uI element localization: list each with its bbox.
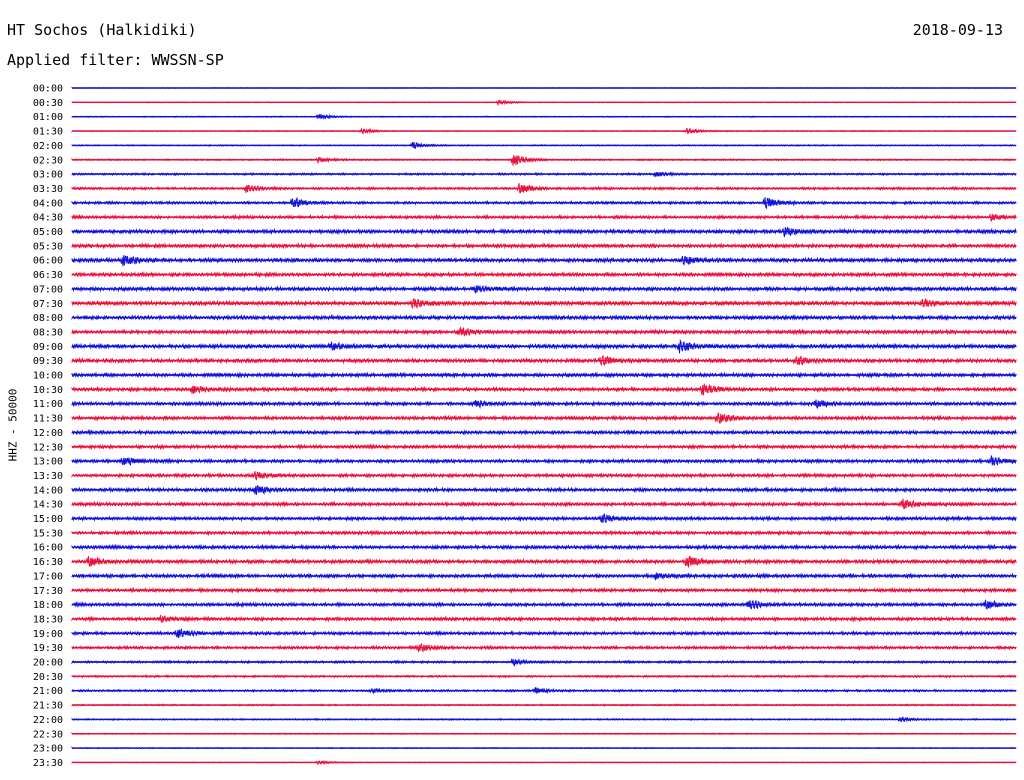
tick-label: 06:30 bbox=[33, 270, 63, 281]
tick-label: 21:00 bbox=[33, 686, 63, 697]
tick-label: 16:30 bbox=[33, 557, 63, 568]
tick-label: 19:30 bbox=[33, 643, 63, 654]
tick-label: 17:00 bbox=[33, 571, 63, 582]
tick-label: 00:30 bbox=[33, 98, 63, 109]
tick-label: 07:30 bbox=[33, 299, 63, 310]
tick-label: 00:00 bbox=[33, 84, 63, 95]
tick-label: 15:30 bbox=[33, 528, 63, 539]
tick-label: 09:30 bbox=[33, 356, 63, 367]
tick-label: 11:00 bbox=[33, 399, 63, 410]
tick-label: 12:00 bbox=[33, 428, 63, 439]
tick-label: 14:00 bbox=[33, 485, 63, 496]
trace-0800 bbox=[71, 313, 1017, 322]
trace-0430 bbox=[71, 213, 1017, 222]
tick-label: 11:30 bbox=[33, 414, 63, 425]
tick-label: 10:30 bbox=[33, 385, 63, 396]
tick-label: 05:00 bbox=[33, 227, 63, 238]
trace-0900 bbox=[71, 338, 1017, 354]
tick-label: 05:30 bbox=[33, 241, 63, 252]
tick-label: 14:30 bbox=[33, 500, 63, 511]
trace-1430 bbox=[71, 498, 1017, 510]
trace-1600 bbox=[71, 543, 1017, 551]
tick-label: 23:00 bbox=[33, 744, 63, 755]
tick-label: 01:00 bbox=[33, 112, 63, 123]
tick-label: 13:30 bbox=[33, 471, 63, 482]
tick-label: 01:30 bbox=[33, 127, 63, 138]
tick-label: 18:00 bbox=[33, 600, 63, 611]
trace-1930 bbox=[71, 642, 1017, 653]
tick-label: 22:00 bbox=[33, 715, 63, 726]
trace-0730 bbox=[71, 297, 1017, 310]
tick-label: 04:00 bbox=[33, 198, 63, 209]
tick-label: 18:30 bbox=[33, 614, 63, 625]
tick-label: 16:00 bbox=[33, 543, 63, 554]
tick-label: 20:30 bbox=[33, 672, 63, 683]
station-title: HT Sochos (Halkidiki) bbox=[7, 21, 197, 39]
tick-label: 17:30 bbox=[33, 586, 63, 597]
tick-label: 03:30 bbox=[33, 184, 63, 195]
trace-1900 bbox=[71, 627, 1017, 638]
tick-label: 02:00 bbox=[33, 141, 63, 152]
filter-label: Applied filter: WWSSN-SP bbox=[7, 51, 224, 69]
tick-label: 04:30 bbox=[33, 213, 63, 224]
tick-label: 23:30 bbox=[33, 758, 63, 769]
tick-label: 10:00 bbox=[33, 371, 63, 382]
tick-label: 02:30 bbox=[33, 155, 63, 166]
tick-label: 08:30 bbox=[33, 327, 63, 338]
record-date: 2018-09-13 bbox=[912, 21, 1003, 39]
trace-0600 bbox=[71, 255, 1017, 267]
tick-label: 19:00 bbox=[33, 629, 63, 640]
tick-label: 07:00 bbox=[33, 284, 63, 295]
tick-label: 09:00 bbox=[33, 342, 63, 353]
tick-label: 06:00 bbox=[33, 256, 63, 267]
tick-label: 21:30 bbox=[33, 701, 63, 712]
tick-label: 08:00 bbox=[33, 313, 63, 324]
tick-label: 13:00 bbox=[33, 457, 63, 468]
tick-label: 12:30 bbox=[33, 442, 63, 453]
tick-label: 15:00 bbox=[33, 514, 63, 525]
tick-label: 22:30 bbox=[33, 729, 63, 740]
tick-label: 20:00 bbox=[33, 658, 63, 669]
tick-label: 03:00 bbox=[33, 170, 63, 181]
trace-0930 bbox=[71, 354, 1017, 366]
